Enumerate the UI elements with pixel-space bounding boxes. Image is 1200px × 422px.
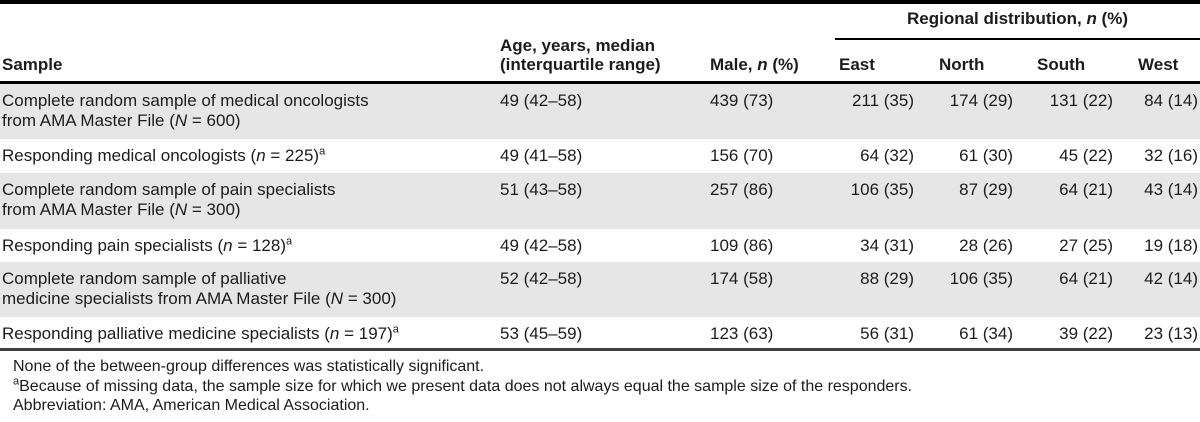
male-cell: 174 (58) <box>710 269 774 288</box>
west-cell: 42 (14) <box>1144 269 1198 288</box>
footnote-abbreviation: Abbreviation: AMA, American Medical Asso… <box>13 397 370 414</box>
table-row: Complete random sample of palliative medi… <box>0 262 1200 317</box>
west-cell: 84 (14) <box>1144 91 1198 110</box>
column-header-age: Age, years, median (interquartile range) <box>500 36 661 74</box>
age-cell: 49 (42–58) <box>500 236 583 255</box>
footnote-missing-data: aBecause of missing data, the sample siz… <box>13 375 913 395</box>
header-divider-rule <box>0 81 1200 84</box>
sample-cell: Complete random sample of medical oncolo… <box>2 91 369 130</box>
east-cell: 34 (31) <box>860 236 914 255</box>
age-cell: 49 (42–58) <box>500 91 583 110</box>
age-cell: 51 (43–58) <box>500 180 583 199</box>
table-footnotes: None of the between-group differences wa… <box>0 351 1200 416</box>
group-header-regional-label: Regional distribution, n (%) <box>906 9 1128 28</box>
sample-cell: Responding medical oncologists (n = 225)… <box>2 145 326 165</box>
footnote-significance: None of the between-group differences wa… <box>13 358 485 375</box>
west-cell: 19 (18) <box>1144 236 1198 255</box>
east-cell: 64 (32) <box>860 146 914 165</box>
south-cell: 45 (22) <box>1059 146 1113 165</box>
east-cell: 106 (35) <box>850 180 914 199</box>
male-cell: 123 (63) <box>710 324 774 343</box>
south-cell: 27 (25) <box>1059 236 1113 255</box>
north-cell: 28 (26) <box>959 236 1013 255</box>
north-cell: 61 (30) <box>959 146 1013 165</box>
column-header-sample: Sample <box>2 55 63 74</box>
table-row: Responding medical oncologists (n = 225)… <box>0 139 1200 173</box>
age-cell: 49 (41–58) <box>500 146 583 165</box>
south-cell: 64 (21) <box>1059 269 1113 288</box>
table-body: Complete random sample of medical oncolo… <box>0 84 1200 348</box>
male-cell: 439 (73) <box>710 91 774 110</box>
west-cell: 23 (13) <box>1144 324 1198 343</box>
south-cell: 131 (22) <box>1049 91 1113 110</box>
west-cell: 32 (16) <box>1144 146 1198 165</box>
north-cell: 174 (29) <box>949 91 1013 110</box>
male-cell: 156 (70) <box>710 146 774 165</box>
column-header-east: East <box>839 55 875 74</box>
north-cell: 61 (34) <box>959 324 1013 343</box>
table-row: Complete random sample of medical oncolo… <box>0 84 1200 139</box>
east-cell: 211 (35) <box>851 91 914 110</box>
column-header-male: Male, n (%) <box>710 55 799 74</box>
column-header-south: South <box>1037 55 1086 74</box>
south-cell: 64 (21) <box>1059 180 1113 199</box>
age-cell: 53 (45–59) <box>500 324 583 343</box>
south-cell: 39 (22) <box>1059 324 1113 343</box>
table-row: Responding palliative medicine specialis… <box>0 317 1200 348</box>
sample-cell: Responding palliative medicine specialis… <box>2 323 399 343</box>
north-cell: 87 (29) <box>959 180 1013 199</box>
table-top-rule <box>0 0 1200 4</box>
east-cell: 56 (31) <box>860 324 914 343</box>
sample-cell: Complete random sample of palliative medi… <box>2 269 397 308</box>
column-header-north: North <box>939 55 985 74</box>
male-cell: 257 (86) <box>710 180 774 199</box>
table-bottom-rule <box>0 348 1200 351</box>
sample-cell: Responding pain specialists (n = 128)a <box>2 235 293 255</box>
male-cell: 109 (86) <box>710 236 774 255</box>
sample-cell: Complete random sample of pain specialis… <box>2 180 336 219</box>
east-cell: 88 (29) <box>860 269 914 288</box>
north-cell: 106 (35) <box>949 269 1013 288</box>
age-cell: 52 (42–58) <box>500 269 583 288</box>
west-cell: 43 (14) <box>1144 180 1198 199</box>
table-row: Complete random sample of pain specialis… <box>0 173 1200 229</box>
column-header-west: West <box>1138 55 1179 74</box>
group-header-regional-distribution: Regional distribution, n (%) <box>835 4 1200 40</box>
table-header-row: Sample Age, years, median (interquartile … <box>0 4 1200 81</box>
table-row: Responding pain specialists (n = 128)a 4… <box>0 229 1200 262</box>
